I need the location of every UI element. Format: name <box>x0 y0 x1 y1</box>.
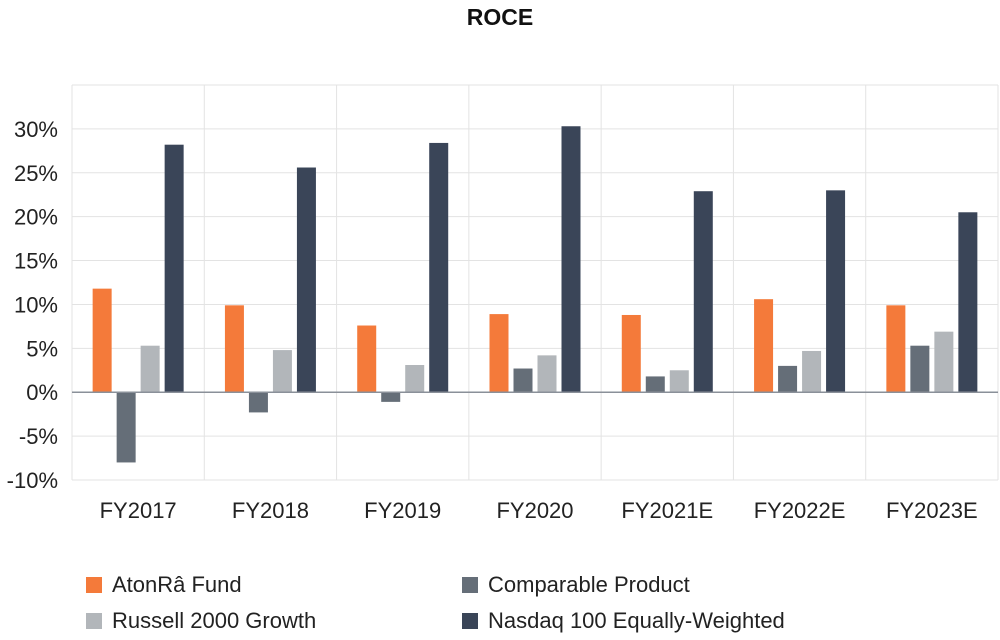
legend-label: Russell 2000 Growth <box>112 608 317 633</box>
bar-3-FY2022E <box>802 350 822 393</box>
x-tick-label: FY2020 <box>496 498 573 523</box>
y-tick-label: -10% <box>7 468 58 493</box>
y-tick-label: 0% <box>26 380 58 405</box>
bar-4-FY2019 <box>429 142 449 393</box>
bar-2-FY2019 <box>381 392 401 402</box>
bar-1-FY2020 <box>489 314 509 393</box>
bar-3-FY2018 <box>272 350 292 393</box>
x-tick-label: FY2023E <box>886 498 978 523</box>
bar-3-FY2019 <box>405 365 425 393</box>
legend-swatch <box>86 577 102 593</box>
y-tick-label: 15% <box>14 249 58 274</box>
legend-item: AtonRâ Fund <box>86 572 242 598</box>
x-tick-label: FY2017 <box>100 498 177 523</box>
y-tick-label: 30% <box>14 117 58 142</box>
x-tick-label: FY2021E <box>621 498 713 523</box>
grid-lines <box>71 84 999 481</box>
bar-1-FY2023E <box>886 305 906 393</box>
y-tick-label: 20% <box>14 205 58 230</box>
chart-title: ROCE <box>466 4 534 30</box>
y-tick-label: 25% <box>14 161 58 186</box>
bar-2-FY2017 <box>116 392 136 463</box>
bars <box>92 126 978 463</box>
legend-label: Comparable Product <box>488 572 690 597</box>
legend-swatch <box>86 613 102 629</box>
bar-4-FY2020 <box>561 126 581 393</box>
bar-2-FY2018 <box>248 392 268 413</box>
y-tick-label: -5% <box>19 424 58 449</box>
legend-swatch <box>462 577 478 593</box>
bar-3-FY2017 <box>140 345 160 393</box>
bar-1-FY2021E <box>621 314 641 393</box>
bar-2-FY2020 <box>513 368 533 393</box>
tick-labels: -10% -5% 0% 5% 10% 15% 20% 25% 30% FY2017 FY2018 FY… <box>7 117 978 523</box>
bar-2-FY2022E <box>778 365 798 393</box>
bar-1-FY2018 <box>224 305 244 393</box>
bar-2-FY2021E <box>645 376 665 393</box>
legend-item: Russell 2000 Growth <box>86 608 316 634</box>
bar-4-FY2021E <box>693 191 713 393</box>
bar-4-FY2023E <box>958 212 978 393</box>
legend-label: AtonRâ Fund <box>112 572 242 597</box>
bar-3-FY2023E <box>934 331 954 393</box>
x-tick-label: FY2019 <box>364 498 441 523</box>
x-tick-label: FY2018 <box>232 498 309 523</box>
bar-1-FY2019 <box>357 325 377 393</box>
bar-1-FY2017 <box>92 288 112 393</box>
y-tick-label: 10% <box>14 292 58 317</box>
legend-swatch <box>462 613 478 629</box>
bar-4-FY2018 <box>296 167 316 393</box>
bar-3-FY2020 <box>537 355 557 393</box>
bar-3-FY2021E <box>669 370 689 393</box>
legend-label: Nasdaq 100 Equally-Weighted <box>488 608 785 633</box>
bar-2-FY2023E <box>910 345 930 393</box>
bar-4-FY2022E <box>826 190 846 393</box>
y-tick-label: 5% <box>26 336 58 361</box>
legend-item: Comparable Product <box>462 572 690 598</box>
bar-1-FY2022E <box>754 299 774 393</box>
legend-item: Nasdaq 100 Equally-Weighted <box>462 608 785 634</box>
bar-4-FY2017 <box>164 144 184 393</box>
x-tick-label: FY2022E <box>754 498 846 523</box>
